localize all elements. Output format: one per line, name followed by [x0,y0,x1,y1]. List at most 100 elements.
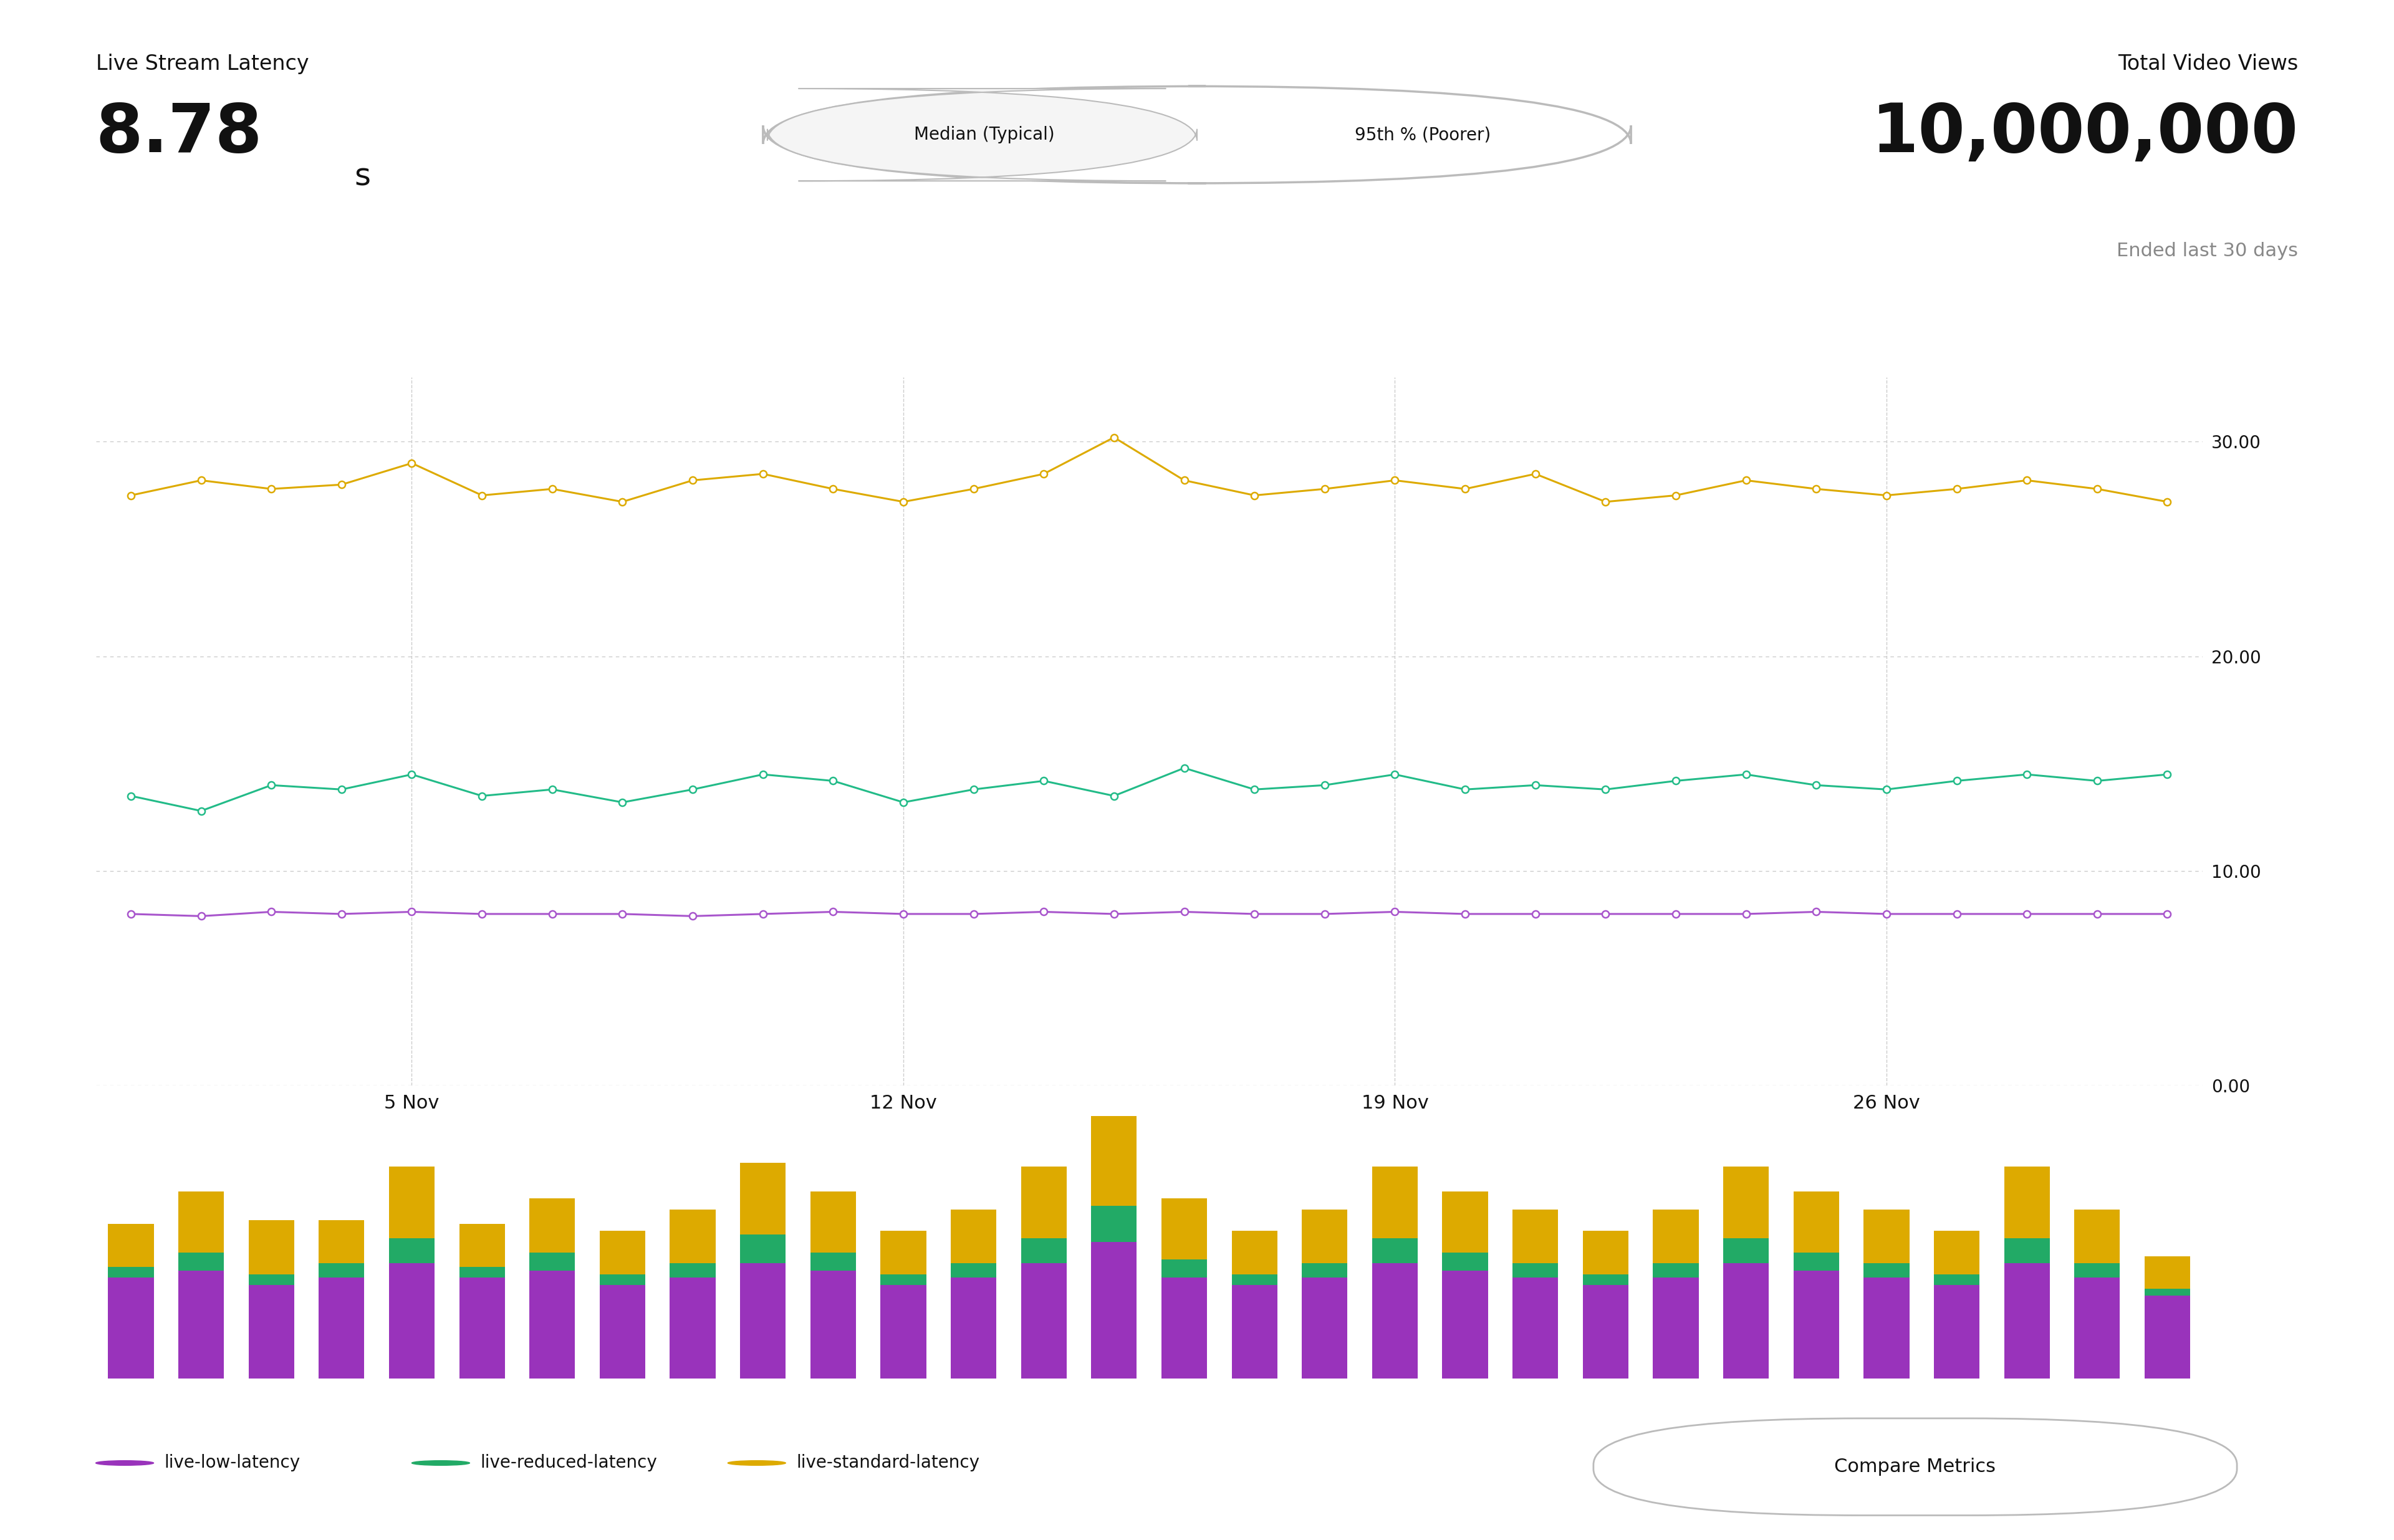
Bar [2145,1289,2191,1295]
Bar [529,1198,575,1252]
Bar [108,1224,153,1267]
Bar [1092,1116,1137,1206]
Bar [1582,1230,1628,1274]
Bar [1372,1263,1417,1378]
Bar [318,1220,364,1263]
FancyBboxPatch shape [764,86,1630,183]
Bar [2004,1166,2049,1238]
Text: Total Video Views: Total Video Views [2119,54,2298,74]
Bar [1231,1274,1278,1284]
Bar [1441,1192,1489,1252]
Text: Ended last 30 days: Ended last 30 days [2116,242,2298,260]
Bar [881,1230,926,1274]
Bar [318,1278,364,1378]
Bar [1441,1252,1489,1270]
FancyBboxPatch shape [1594,1418,2236,1515]
Bar [249,1274,294,1284]
Bar [1724,1166,1769,1238]
Text: s: s [354,162,371,191]
Bar [388,1166,436,1238]
Bar [1582,1284,1628,1378]
Bar [249,1220,294,1274]
Bar [2073,1278,2121,1378]
Text: Median (Typical): Median (Typical) [915,126,1056,143]
Bar [950,1263,996,1278]
Bar [2073,1209,2121,1263]
Bar [1372,1238,1417,1263]
Bar [1652,1263,1700,1278]
Bar [1652,1209,1700,1263]
Bar [950,1278,996,1378]
Bar [1793,1270,1839,1378]
Bar [1092,1241,1137,1378]
Text: 8.78: 8.78 [96,100,263,166]
Bar [529,1270,575,1378]
Bar [1441,1270,1489,1378]
Bar [881,1274,926,1284]
Bar [598,1274,646,1284]
Bar [670,1263,716,1278]
Bar [881,1284,926,1378]
Text: 10,000,000: 10,000,000 [1872,100,2298,166]
Bar [1231,1230,1278,1274]
Bar [1863,1263,1910,1278]
Bar [1793,1192,1839,1252]
Bar [529,1252,575,1270]
Bar [2145,1295,2191,1378]
Bar [1863,1209,1910,1263]
Circle shape [412,1460,469,1466]
Text: Compare Metrics: Compare Metrics [1834,1458,1997,1475]
Bar [1302,1278,1348,1378]
Bar [388,1263,436,1378]
Bar [740,1235,785,1263]
Bar [1092,1206,1137,1241]
Text: live-low-latency: live-low-latency [165,1454,299,1472]
Bar [1934,1230,1980,1274]
Bar [809,1270,857,1378]
Bar [740,1163,785,1235]
Bar [177,1192,225,1252]
Bar [598,1284,646,1378]
Bar [460,1267,505,1278]
Bar [598,1230,646,1274]
Bar [388,1238,436,1263]
Text: live-standard-latency: live-standard-latency [797,1454,979,1472]
Text: live-reduced-latency: live-reduced-latency [481,1454,656,1472]
FancyBboxPatch shape [768,89,1197,182]
Bar [1513,1263,1558,1278]
Bar [1513,1209,1558,1263]
Bar [1302,1263,1348,1278]
Bar [950,1209,996,1263]
Bar [1020,1166,1068,1238]
Bar [108,1278,153,1378]
Circle shape [728,1460,785,1466]
Bar [1582,1274,1628,1284]
Bar [1231,1284,1278,1378]
Bar [2004,1263,2049,1378]
Bar [177,1252,225,1270]
Bar [740,1263,785,1378]
Bar [1302,1209,1348,1263]
Bar [1863,1278,1910,1378]
Circle shape [96,1460,153,1466]
Bar [1793,1252,1839,1270]
Bar [1161,1198,1207,1260]
Bar [1652,1278,1700,1378]
Bar [460,1278,505,1378]
Bar [809,1192,857,1252]
Bar [2073,1263,2121,1278]
Text: Live Stream Latency: Live Stream Latency [96,54,309,74]
Bar [1161,1260,1207,1278]
Bar [108,1267,153,1278]
Text: 95th % (Poorer): 95th % (Poorer) [1355,126,1491,143]
Bar [1020,1263,1068,1378]
Bar [249,1284,294,1378]
Bar [2004,1238,2049,1263]
Bar [2145,1257,2191,1289]
Bar [1372,1166,1417,1238]
Bar [1724,1263,1769,1378]
Bar [1161,1278,1207,1378]
Bar [460,1224,505,1267]
Bar [1934,1284,1980,1378]
Bar [1513,1278,1558,1378]
